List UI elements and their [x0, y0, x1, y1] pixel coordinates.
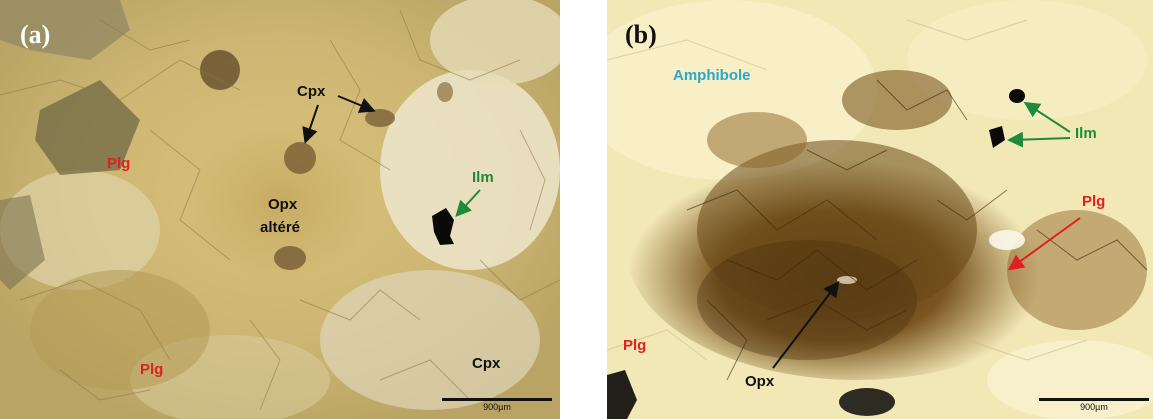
label-cpx-top: Cpx	[297, 83, 326, 100]
micrograph-b-image	[607, 0, 1153, 419]
scale-bar-line	[442, 398, 552, 401]
panel-a-letter: (a)	[20, 20, 51, 49]
scale-bar-a: 900µm	[442, 396, 552, 414]
label-ilm: Ilm	[1075, 125, 1097, 142]
label-opx: Opx	[745, 373, 775, 390]
label-amphibole: Amphibole	[673, 67, 751, 84]
ilm-arrow	[455, 189, 481, 217]
panel-b-arrows	[772, 101, 1081, 369]
label-opx-line2: altéré	[260, 219, 301, 236]
micrograph-panel-b: (b) Amphibole Ilm Plg Plg Opx 900µm	[607, 0, 1153, 419]
opx-arrow	[772, 280, 840, 369]
panel-b-letter: (b)	[625, 20, 657, 49]
scale-bar-text: 900µm	[1080, 402, 1108, 412]
label-opx-line1: Opx	[268, 196, 298, 213]
plg-arrow	[1007, 217, 1081, 271]
micrograph-a-image	[0, 0, 560, 419]
label-ilm: Ilm	[472, 169, 494, 186]
ilm-arrow-lower	[1007, 131, 1071, 148]
cpx-arrow-right	[337, 95, 376, 113]
scale-bar-text: 900µm	[483, 402, 511, 412]
scale-bar-b: 900µm	[1039, 396, 1149, 414]
label-plg-lower: Plg	[140, 361, 164, 378]
label-cpx-lower: Cpx	[472, 355, 501, 372]
label-plg-left: Plg	[623, 337, 647, 354]
ilm-arrow-upper	[1023, 101, 1071, 133]
panel-a-arrows	[302, 95, 481, 217]
scale-bar-line	[1039, 398, 1149, 401]
cpx-arrow-left	[302, 104, 319, 144]
label-plg-right: Plg	[1082, 193, 1106, 210]
micrograph-panel-a: (a) Cpx Plg Opx altéré Ilm Plg Cpx 900µm	[0, 0, 560, 419]
label-plg-upper: Plg	[107, 155, 131, 172]
